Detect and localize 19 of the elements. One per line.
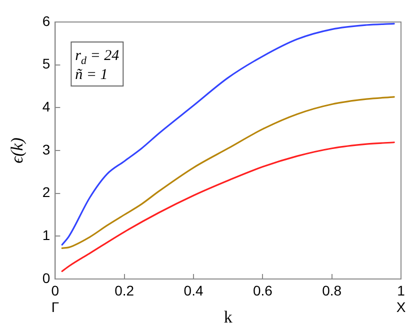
line-series [61,96,395,249]
y-tick-label: 0 [42,270,50,286]
x-tick-label: 0.4 [184,282,204,298]
y-tick-label: 5 [42,56,50,72]
y-tick-label: 2 [42,184,50,200]
x-tick-label: 0.6 [252,282,273,298]
y-tick-label: 4 [42,98,50,115]
y-tick-label: 1 [42,227,50,244]
x-tick-label: 0.2 [114,282,134,298]
y-axis-title: ϵ(k) [8,137,27,164]
line-series [61,22,395,246]
x-tick-label: 0 Γ [51,282,60,316]
x-axis-title: k [224,307,233,326]
x-tick-label: 0.8 [322,282,342,298]
y-tick-label: 6 [42,12,50,29]
line-series [61,142,395,272]
annotation: ñ = 1 [75,67,108,83]
y-tick-label: 3 [42,141,50,158]
x-tick-label: 1 X [396,282,406,316]
